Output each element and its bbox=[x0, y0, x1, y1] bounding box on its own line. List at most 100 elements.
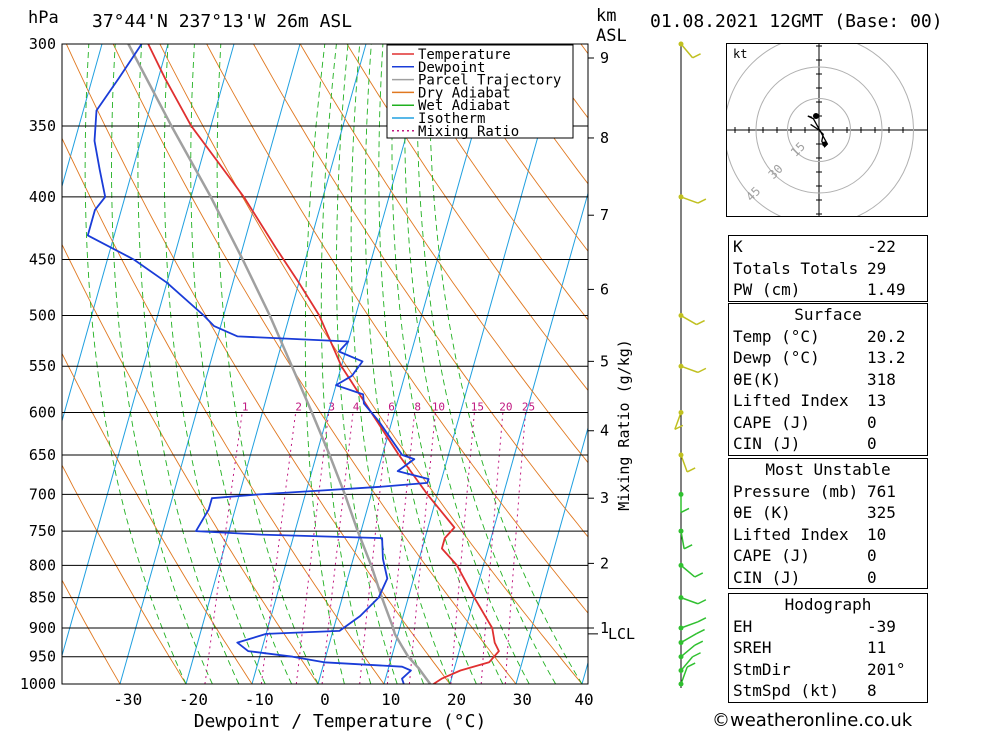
isotherm-line bbox=[62, 44, 169, 423]
wind-level-dot bbox=[678, 313, 684, 319]
lcl-label: LCL bbox=[608, 625, 635, 643]
surface-title: Surface bbox=[794, 305, 862, 324]
mixing-ratio-line bbox=[450, 412, 475, 684]
mixing-ratio-label: 20 bbox=[499, 400, 512, 413]
dry-adiabat-line bbox=[393, 44, 588, 321]
temperature-tick-label: -20 bbox=[179, 690, 208, 709]
index-value: -22 bbox=[867, 237, 896, 256]
wind-level-dot bbox=[678, 562, 684, 568]
index-row: PW (cm) 1.49 bbox=[729, 279, 927, 301]
index-label: CIN (J) bbox=[733, 567, 801, 587]
index-label: Pressure (mb) bbox=[733, 481, 859, 501]
wind-barb-feather bbox=[674, 424, 684, 431]
pressure-tick-label: 800 bbox=[29, 556, 56, 574]
km-unit-label: km bbox=[596, 6, 617, 26]
hodograph-title: Hodograph bbox=[784, 595, 872, 614]
index-value: 318 bbox=[867, 369, 896, 389]
km-tick-label: 3 bbox=[600, 489, 609, 507]
wind-barb-staff bbox=[680, 196, 699, 204]
wind-barb-feather bbox=[692, 53, 701, 59]
wind-barb-feather bbox=[696, 628, 705, 635]
mixing-ratio-line bbox=[321, 412, 354, 684]
dry-adiabat-line bbox=[159, 44, 583, 684]
index-label: CIN (J) bbox=[733, 434, 801, 453]
index-row: Dewp (°C) 13.2 bbox=[729, 347, 927, 369]
index-label: θE (K) bbox=[733, 503, 791, 522]
wind-barb-staff bbox=[680, 621, 699, 629]
wind-barb-staff bbox=[674, 412, 682, 430]
hodograph-mean-wind-dot bbox=[813, 113, 819, 119]
wind-barb-staff bbox=[680, 644, 696, 658]
wind-barb-staff bbox=[680, 530, 685, 549]
wind-level-dot bbox=[678, 452, 684, 458]
dry-adiabat-line bbox=[440, 44, 588, 252]
wind-level-dot bbox=[678, 595, 684, 601]
index-row: CIN (J) 0 bbox=[729, 433, 927, 455]
hodograph-ring-label: 30 bbox=[766, 162, 786, 182]
index-label: StmSpd (kt) bbox=[733, 681, 839, 700]
copyright-link[interactable]: ©weatheronline.co.uk bbox=[712, 710, 913, 731]
index-label: CAPE (J) bbox=[733, 546, 811, 565]
wind-level-dot bbox=[678, 640, 684, 646]
most-unstable-table: Most Unstable Pressure (mb) 761 θE (K) 325 L… bbox=[728, 458, 928, 589]
index-label: CAPE (J) bbox=[733, 412, 811, 432]
isotherm-line bbox=[62, 44, 103, 189]
wind-barb-feather bbox=[680, 507, 690, 514]
pressure-tick-label: 350 bbox=[29, 117, 56, 135]
pressure-tick-label: 300 bbox=[29, 35, 56, 53]
km-tick-label: 5 bbox=[600, 352, 609, 370]
mixing-ratio-axis-title: Mixing Ratio (g/kg) bbox=[615, 339, 633, 511]
index-row: Lifted Index 10 bbox=[729, 524, 927, 546]
wind-barb-staff bbox=[680, 43, 694, 59]
km-tick-label: 6 bbox=[600, 280, 609, 298]
wind-level-dot bbox=[678, 625, 684, 631]
isotherm-line bbox=[62, 44, 235, 658]
legend-box bbox=[386, 44, 574, 139]
mixing-ratio-label: 25 bbox=[522, 400, 535, 413]
index-label: StmDir bbox=[733, 659, 791, 679]
mixing-ratio-line bbox=[260, 412, 297, 684]
index-label: Totals Totals bbox=[733, 258, 859, 278]
pressure-tick-label: 450 bbox=[29, 251, 56, 269]
index-row: StmSpd (kt) 8 bbox=[729, 680, 927, 702]
hodograph-ring-label: 45 bbox=[743, 184, 763, 204]
pressure-tick-label: 550 bbox=[29, 357, 56, 375]
wind-barb-feather bbox=[683, 544, 693, 550]
wind-level-dot bbox=[678, 409, 684, 415]
mixing-ratio-label: 2 bbox=[295, 400, 302, 413]
wind-barb-staff bbox=[680, 596, 699, 605]
temperature-tick-label: 20 bbox=[447, 690, 466, 709]
wind-level-dot bbox=[678, 363, 684, 369]
km-tick-label: 8 bbox=[600, 129, 609, 147]
index-label: θE(K) bbox=[733, 369, 782, 389]
index-label: Temp (°C) bbox=[733, 326, 820, 346]
plot-area bbox=[62, 44, 588, 684]
index-label: K bbox=[733, 237, 743, 256]
hodograph-ring bbox=[727, 44, 914, 216]
wet-adiabat-line bbox=[404, 44, 530, 684]
wind-barb-feather bbox=[692, 652, 701, 658]
wind-barb-feather bbox=[694, 572, 704, 578]
temperature-line bbox=[147, 44, 500, 684]
hodograph-ring-label: 15 bbox=[788, 139, 808, 159]
surface-table: Surface Temp (°C) 20.2 Dewp (°C) 13.2 θE(K) 3… bbox=[728, 303, 928, 456]
parcel-trajectory-line bbox=[127, 44, 432, 684]
index-value: 0 bbox=[867, 567, 877, 587]
x-axis-title: Dewpoint / Temperature (°C) bbox=[194, 711, 487, 732]
index-value: 11 bbox=[867, 638, 887, 657]
wind-level-dot bbox=[678, 194, 684, 200]
wet-adiabat-line bbox=[84, 44, 187, 684]
mixing-ratio-label: 8 bbox=[414, 400, 421, 413]
wind-level-dot bbox=[678, 491, 684, 497]
wind-barb-staff bbox=[680, 656, 694, 672]
hodograph-ring bbox=[755, 66, 883, 194]
mixing-ratio-label: 6 bbox=[388, 400, 395, 413]
wind-barb-feather bbox=[696, 319, 705, 326]
wind-barb-staff bbox=[680, 454, 688, 473]
most-unstable-title: Most Unstable bbox=[765, 460, 891, 479]
legend-label: Temperature bbox=[418, 47, 511, 63]
index-row: CAPE (J) 0 bbox=[729, 412, 927, 434]
mixing-ratio-line bbox=[295, 412, 330, 684]
mixing-ratio-line bbox=[204, 412, 243, 684]
pressure-tick-label: 950 bbox=[29, 648, 56, 666]
